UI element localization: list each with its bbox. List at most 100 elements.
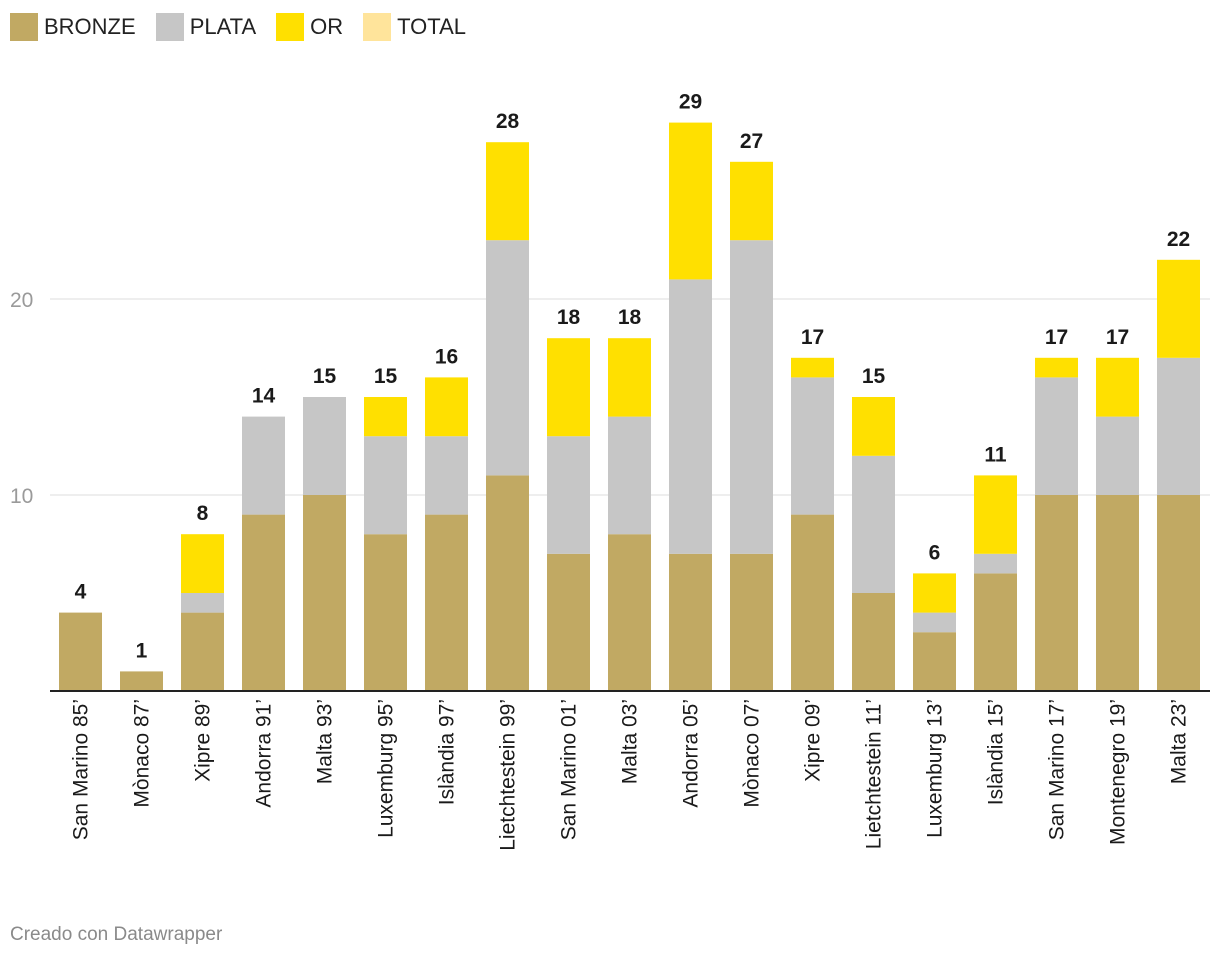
bar-bronze-malta-03 bbox=[608, 534, 651, 691]
legend-label: PLATA bbox=[189, 14, 257, 39]
bar-plata-xipre-09 bbox=[791, 377, 834, 515]
legend-swatch bbox=[155, 13, 184, 41]
x-tick-label-isl-ndia-97: Islàndia 97’ bbox=[436, 699, 459, 805]
x-tick-label-san-marino-01: San Marino 01’ bbox=[558, 699, 581, 840]
data-label-montenegro-19: 17 bbox=[1106, 326, 1129, 349]
bar-bronze-lietchtestein-11 bbox=[852, 593, 895, 691]
legend-item-plata: PLATA bbox=[155, 13, 257, 41]
bar-bronze-lietchtestein-99 bbox=[486, 475, 529, 691]
x-tick-label-luxemburg-13: Luxemburg 13’ bbox=[924, 699, 947, 838]
data-label-luxemburg-95: 15 bbox=[374, 365, 398, 388]
bar-bronze-andorra-05 bbox=[669, 553, 712, 691]
bar-bronze-malta-23 bbox=[1157, 495, 1200, 691]
data-label-andorra-05: 29 bbox=[679, 91, 702, 114]
data-label-lietchtestein-11: 15 bbox=[862, 365, 886, 388]
x-tick-label-xipre-89: Xipre 89’ bbox=[192, 699, 215, 782]
data-label-malta-93: 15 bbox=[313, 365, 337, 388]
bar-plata-malta-93 bbox=[303, 397, 346, 495]
bar-plata-montenegro-19 bbox=[1096, 416, 1139, 495]
bar-or-lietchtestein-11 bbox=[852, 397, 895, 456]
bar-bronze-luxemburg-95 bbox=[364, 534, 407, 691]
bar-plata-san-marino-17 bbox=[1035, 377, 1078, 495]
bar-or-andorra-05 bbox=[669, 122, 712, 280]
bar-bronze-xipre-89 bbox=[181, 612, 224, 691]
legend-label: OR bbox=[310, 14, 344, 39]
bar-or-malta-23 bbox=[1157, 259, 1200, 358]
data-label-san-marino-85: 4 bbox=[75, 581, 87, 604]
bar-plata-andorra-05 bbox=[669, 279, 712, 554]
bar-plata-luxemburg-13 bbox=[913, 612, 956, 633]
x-tick-label-malta-23: Malta 23’ bbox=[1168, 699, 1191, 784]
y-tick-label-20: 20 bbox=[10, 289, 33, 312]
data-label-m-naco-07: 27 bbox=[740, 130, 763, 153]
legend-swatch bbox=[363, 13, 392, 41]
x-tick-label-luxemburg-95: Luxemburg 95’ bbox=[375, 699, 398, 838]
bar-bronze-montenegro-19 bbox=[1096, 495, 1139, 691]
data-label-andorra-91: 14 bbox=[252, 385, 276, 408]
data-label-lietchtestein-99: 28 bbox=[496, 110, 520, 133]
bar-or-isl-ndia-97 bbox=[425, 377, 468, 437]
bar-bronze-m-naco-07 bbox=[730, 553, 773, 691]
bar-or-luxemburg-13 bbox=[913, 573, 956, 613]
bar-or-lietchtestein-99 bbox=[486, 142, 529, 241]
chart-legend: BRONZE PLATA OR TOTAL bbox=[10, 12, 486, 42]
bar-or-isl-ndia-15 bbox=[974, 475, 1017, 554]
legend-item-total: TOTAL bbox=[363, 13, 466, 41]
bar-bronze-malta-93 bbox=[303, 495, 346, 691]
data-label-luxemburg-13: 6 bbox=[929, 541, 941, 564]
bar-plata-lietchtestein-99 bbox=[486, 240, 529, 476]
credit-text: Creado con Datawrapper bbox=[10, 924, 223, 945]
bar-or-luxemburg-95 bbox=[364, 397, 407, 437]
bar-or-m-naco-07 bbox=[730, 161, 773, 241]
data-label-m-naco-87: 1 bbox=[136, 639, 148, 662]
x-tick-label-malta-03: Malta 03’ bbox=[619, 699, 642, 784]
data-label-isl-ndia-15: 11 bbox=[984, 443, 1007, 466]
bar-bronze-san-marino-85 bbox=[59, 612, 102, 691]
x-tick-label-san-marino-17: San Marino 17’ bbox=[1046, 699, 1069, 840]
data-label-san-marino-01: 18 bbox=[557, 306, 581, 329]
x-tick-label-xipre-09: Xipre 09’ bbox=[802, 699, 825, 782]
x-tick-label-lietchtestein-11: Lietchtestein 11’ bbox=[863, 699, 886, 849]
bar-or-malta-03 bbox=[608, 338, 651, 417]
x-tick-label-m-naco-07: Mònaco 07’ bbox=[741, 699, 764, 808]
bar-or-xipre-09 bbox=[791, 357, 834, 378]
bar-bronze-xipre-09 bbox=[791, 514, 834, 691]
bar-plata-isl-ndia-15 bbox=[974, 553, 1017, 574]
data-label-san-marino-17: 17 bbox=[1045, 326, 1068, 349]
data-label-xipre-09: 17 bbox=[801, 326, 824, 349]
data-label-malta-23: 22 bbox=[1167, 228, 1190, 251]
x-tick-label-montenegro-19: Montenegro 19’ bbox=[1107, 699, 1130, 845]
x-tick-label-san-marino-85: San Marino 85’ bbox=[70, 699, 93, 840]
bar-or-xipre-89 bbox=[181, 534, 224, 593]
bar-bronze-luxemburg-13 bbox=[913, 632, 956, 691]
legend-item-or: OR bbox=[276, 13, 343, 41]
y-tick-label-10: 10 bbox=[10, 485, 33, 508]
bar-or-san-marino-01 bbox=[547, 338, 590, 437]
bar-plata-malta-23 bbox=[1157, 357, 1200, 495]
data-label-malta-03: 18 bbox=[618, 306, 642, 329]
x-tick-label-m-naco-87: Mònaco 87’ bbox=[131, 699, 154, 808]
bar-plata-andorra-91 bbox=[242, 416, 285, 515]
x-tick-label-isl-ndia-15: Islàndia 15’ bbox=[985, 699, 1008, 805]
x-tick-label-andorra-91: Andorra 91’ bbox=[253, 699, 276, 808]
bar-or-montenegro-19 bbox=[1096, 357, 1139, 417]
bar-plata-m-naco-07 bbox=[730, 240, 773, 554]
legend-label: TOTAL bbox=[397, 14, 466, 39]
legend-swatch bbox=[10, 13, 38, 41]
legend-item-bronze: BRONZE bbox=[10, 13, 136, 41]
bar-bronze-isl-ndia-97 bbox=[425, 514, 468, 691]
legend-label: BRONZE bbox=[44, 14, 136, 39]
x-tick-label-lietchtestein-99: Lietchtestein 99’ bbox=[497, 699, 520, 851]
bar-plata-isl-ndia-97 bbox=[425, 436, 468, 515]
bar-plata-luxemburg-95 bbox=[364, 436, 407, 535]
bar-plata-xipre-89 bbox=[181, 593, 224, 613]
bar-bronze-andorra-91 bbox=[242, 514, 285, 691]
data-label-isl-ndia-97: 16 bbox=[435, 345, 458, 368]
bar-or-san-marino-17 bbox=[1035, 357, 1078, 378]
bar-plata-lietchtestein-11 bbox=[852, 455, 895, 593]
bar-plata-malta-03 bbox=[608, 416, 651, 535]
bar-bronze-san-marino-17 bbox=[1035, 495, 1078, 691]
bar-plata-san-marino-01 bbox=[547, 436, 590, 554]
data-label-xipre-89: 8 bbox=[197, 502, 209, 525]
